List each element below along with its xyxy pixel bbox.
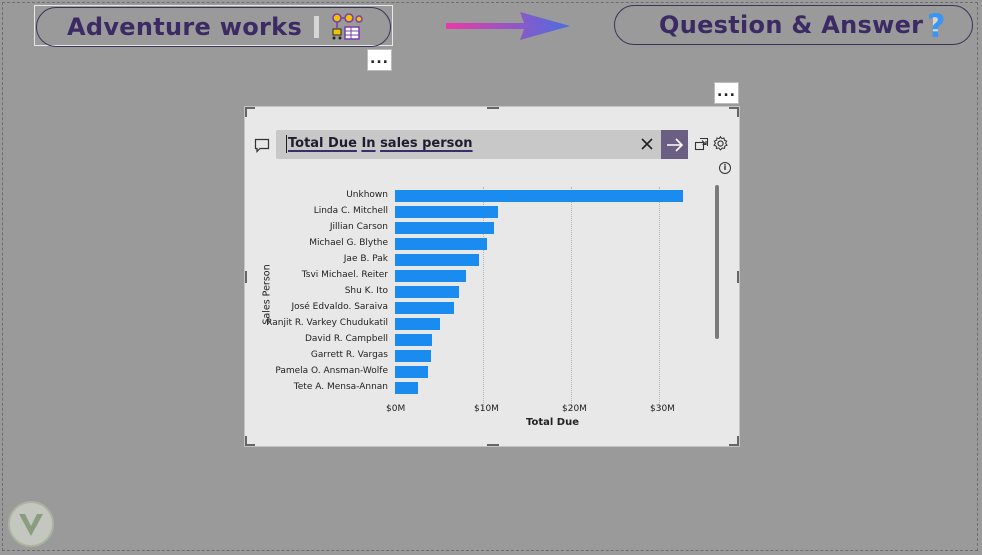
category-label: Garrett R. Vargas: [310, 350, 388, 360]
bar[interactable]: [395, 302, 454, 314]
category-label: Jillian Carson: [329, 222, 388, 232]
org-chart-icon: [329, 12, 363, 46]
gridline: [659, 187, 660, 409]
separator: [933, 14, 939, 36]
y-axis-title: Sales Person: [261, 264, 273, 325]
qna-title: Question & Answer: [659, 11, 924, 39]
category-label: Michael G. Blythe: [309, 238, 388, 248]
resize-handle[interactable]: [487, 107, 499, 109]
category-label: José Edvaldo. Saraiva: [291, 302, 388, 312]
separator: [314, 16, 320, 38]
scrollbar-thumb[interactable]: [715, 185, 719, 339]
bar[interactable]: [395, 190, 683, 202]
x-tick-label: $20M: [562, 404, 587, 414]
help-icon[interactable]: ?: [927, 7, 946, 45]
category-label: Pamela O. Ansman-Wolfe: [275, 366, 388, 376]
resize-handle[interactable]: [245, 271, 247, 283]
turn-into-visual-icon[interactable]: [694, 136, 710, 156]
x-axis-title: Total Due: [526, 417, 580, 428]
qna-visual[interactable]: Total Due In sales person i $0M $10M $20M $…: [244, 106, 740, 447]
bar[interactable]: [395, 222, 494, 234]
resize-handle[interactable]: [487, 444, 499, 446]
x-tick-label: $0M: [386, 404, 406, 414]
y-axis-title-wrap: Sales Person: [251, 257, 281, 337]
question-input[interactable]: Total Due In sales person: [276, 130, 688, 159]
category-label: Tsvi Michael. Reiter: [301, 270, 388, 280]
category-label: Unkhown: [346, 190, 388, 200]
bar[interactable]: [395, 286, 459, 298]
bar[interactable]: [395, 366, 428, 378]
chat-icon[interactable]: [254, 138, 270, 157]
visual-more-options-button[interactable]: ...: [714, 82, 739, 104]
question-token: Total Due: [288, 136, 357, 151]
bar[interactable]: [395, 270, 466, 282]
bar[interactable]: [395, 382, 418, 394]
bar[interactable]: [395, 238, 487, 250]
category-label: Linda C. Mitchell: [313, 206, 388, 216]
question-token: In: [361, 136, 376, 151]
resize-handle[interactable]: [245, 107, 255, 117]
arrow-right-icon: [666, 137, 683, 152]
info-icon[interactable]: i: [719, 162, 731, 174]
more-options-button[interactable]: ...: [367, 49, 392, 71]
text-cursor: [286, 135, 287, 153]
bar[interactable]: [395, 318, 440, 330]
resize-handle[interactable]: [729, 436, 739, 446]
bar[interactable]: [395, 206, 498, 218]
header-right-pill[interactable]: Question & Answer ?: [614, 5, 973, 45]
category-label: Jae B. Pak: [343, 254, 388, 264]
category-label: Ranjit R. Varkey Chudukatil: [266, 318, 388, 328]
x-tick-label: $30M: [650, 404, 675, 414]
app-title: Adventure works: [67, 13, 303, 41]
watermark-logo: [6, 500, 56, 552]
question-text: Total Due In sales person: [288, 136, 473, 151]
gridline: [483, 187, 484, 409]
submit-button[interactable]: [661, 130, 688, 159]
x-tick-label: $10M: [474, 404, 499, 414]
bar[interactable]: [395, 254, 479, 266]
gridline: [571, 187, 572, 409]
bar[interactable]: [395, 350, 431, 362]
question-token: sales person: [380, 136, 473, 151]
clear-icon[interactable]: [639, 136, 655, 156]
header-left-pill[interactable]: Adventure works: [36, 7, 391, 47]
category-label: David R. Campbell: [304, 334, 388, 344]
resize-handle[interactable]: [737, 271, 739, 283]
resize-handle[interactable]: [245, 436, 255, 446]
settings-gear-icon[interactable]: [712, 135, 729, 156]
bar[interactable]: [395, 334, 432, 346]
category-label: Shu K. Ito: [344, 286, 388, 296]
arrow-right-icon: [446, 10, 572, 46]
category-label: Tete A. Mensa-Annan: [293, 382, 388, 392]
selection-frame: [34, 5, 393, 46]
resize-handle[interactable]: [729, 107, 739, 117]
